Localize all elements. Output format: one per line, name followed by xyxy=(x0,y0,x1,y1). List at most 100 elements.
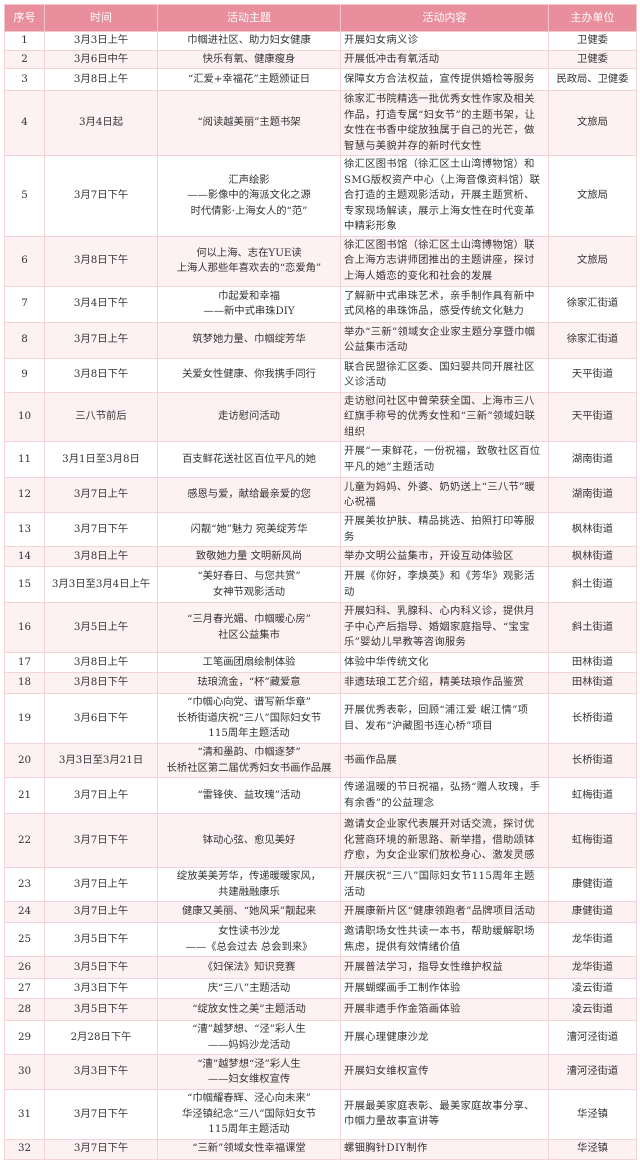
cell-theme: 钵动心弦、愈见美好 xyxy=(157,813,341,868)
table-row: 11 3月1日至3月8日 百支鲜花送社区百位平凡的她 开展“一束鲜花，一份祝福，致敬社… xyxy=(4,441,637,478)
header-content: 活动内容 xyxy=(340,4,549,32)
cell-no: 30 xyxy=(4,1054,45,1090)
activity-table: 序号 时间 活动主题 活动内容 主办单位 1 3月3日上午 巾帼进社区、助力妇女健康… xyxy=(4,4,637,1160)
cell-theme: 走访慰问活动 xyxy=(157,391,341,442)
cell-time: 3月5日下午 xyxy=(44,998,158,1021)
cell-theme: 快乐有氧、健康瘦身 xyxy=(157,49,341,69)
table-row: 5 3月7日下午 汇声绘影 ——影像中的海派文化之源 时代倩影·上海女人的“范” 徐汇… xyxy=(4,155,637,237)
cell-time: 3月7日上午 xyxy=(44,477,158,513)
cell-time: 3月7日下午 xyxy=(44,1089,158,1140)
cell-content: 开展《你好，李焕英》和《芳华》观影活动 xyxy=(340,566,549,603)
cell-theme: 《妇保法》知识竞赛 xyxy=(157,956,341,979)
table-row: 26 3月5日下午 《妇保法》知识竞赛 开展普法学习，指导女性维护权益 龙华街道 xyxy=(4,956,637,979)
cell-theme: 百支鲜花送社区百位平凡的她 xyxy=(157,441,341,478)
header-organizer: 主办单位 xyxy=(548,4,637,32)
cell-content: 开展美妆护肤、精品挑选、拍照打印等服务 xyxy=(340,512,549,547)
cell-time: 3月6日下午 xyxy=(44,693,158,744)
cell-no: 7 xyxy=(4,285,45,323)
cell-no: 25 xyxy=(4,922,45,957)
cell-no: 18 xyxy=(4,672,45,694)
cell-content: 开展低冲击有氧活动 xyxy=(340,49,549,69)
cell-content: 举办“三新”领域女企业家主题分享暨巾帼公益集市活动 xyxy=(340,321,549,359)
cell-time: 3月5日上午 xyxy=(44,602,158,653)
cell-time: 3月4日起 xyxy=(44,90,158,156)
cell-organizer: 虹梅街道 xyxy=(548,813,637,868)
cell-no: 2 xyxy=(4,49,45,69)
cell-time: 3月8日上午 xyxy=(44,68,158,91)
cell-time: 3月3日下午 xyxy=(44,978,158,999)
table-row: 32 3月7日下午 “三新”领域女性幸福课堂 螺钿胸针DIY制作 华泾镇 xyxy=(4,1138,637,1160)
cell-theme: “清和墨韵、巾帼逐梦” 长桥社区第二届优秀妇女书画作品展 xyxy=(157,743,341,778)
table-row: 23 3月7日上午 绽放美美芳华，传递暖暖家风， 共建融融康乐 开展庆祝“三八”国际妇… xyxy=(4,867,637,902)
table-row: 20 3月3日至3月21日 “清和墨韵、巾帼逐梦” 长桥社区第二届优秀妇女书画作品展… xyxy=(4,743,637,778)
cell-no: 16 xyxy=(4,602,45,653)
cell-organizer: 华泾镇 xyxy=(548,1089,637,1140)
table-row: 27 3月3日下午 庆“三八”主题活动 开展蝴蝶画手工制作体验 凌云街道 xyxy=(4,978,637,999)
cell-time: 3月7日上午 xyxy=(44,901,158,923)
cell-content: 徐汇区图书馆（徐汇区土山湾博物馆）联合上海方志讲师团推出的主题讲座，探讨上海人婚… xyxy=(340,235,549,287)
cell-no: 23 xyxy=(4,867,45,902)
cell-theme: “汇爱+幸福花”主题颁证日 xyxy=(157,68,341,91)
cell-no: 27 xyxy=(4,978,45,999)
cell-theme: “绽放女性之美”主题活动 xyxy=(157,998,341,1021)
table-row: 21 3月7日上午 “雷锋侠、益玫瑰”活动 传递温暖的节日祝福，弘扬“赠人玫瑰，手有余… xyxy=(4,777,637,814)
table-row: 22 3月7日下午 钵动心弦、愈见美好 邀请女企业家代表展开对话交流，探讨优化营商环境… xyxy=(4,813,637,868)
table-row: 19 3月6日下午 “巾帼心向党、谱写新华章” 长桥街道庆祝“三八”国际妇女节 11… xyxy=(4,693,637,744)
header-time: 时间 xyxy=(44,4,158,32)
cell-no: 17 xyxy=(4,652,45,673)
cell-organizer: 文旅局 xyxy=(548,235,637,287)
cell-organizer: 文旅局 xyxy=(548,155,637,237)
cell-organizer: 康健街道 xyxy=(548,901,637,923)
table-row: 18 3月8日下午 珐琅流金，“杯”藏爱意 非遗珐琅工艺介绍，精美珐琅作品鉴赏 田林街道 xyxy=(4,672,637,694)
table-row: 7 3月4日下午 巾起爱和幸福 ——新中式串珠DIY 了解新中式串珠艺术，亲手制作具有… xyxy=(4,285,637,323)
cell-content: 联合民盟徐汇区委、国妇婴共同开展社区义诊活动 xyxy=(340,357,549,393)
cell-no: 21 xyxy=(4,777,45,814)
table-row: 30 3月3日下午 “漕”越梦想“泾”彩人生 ——妇女维权宣传 开展妇女维权宣传 漕河泾… xyxy=(4,1054,637,1090)
table-row: 24 3月7日上午 健康又美丽、“她风采”靓起来 开展康新片区“健康领跑者”品牌项目活… xyxy=(4,901,637,923)
cell-theme: 感恩与爱，献给最亲爱的您 xyxy=(157,477,341,513)
cell-organizer: 徐家汇街道 xyxy=(548,285,637,323)
cell-content: 开展心理健康沙龙 xyxy=(340,1020,549,1055)
cell-organizer: 斜土街道 xyxy=(548,602,637,653)
cell-no: 12 xyxy=(4,477,45,513)
cell-organizer: 徐家汇街道 xyxy=(548,321,637,359)
cell-content: 儿童为妈妈、外婆、奶奶送上“三八节”暖心祝福 xyxy=(340,477,549,513)
cell-organizer: 卫健委 xyxy=(548,31,637,51)
cell-theme: 筑梦她力量、巾帼绽芳华 xyxy=(157,321,341,359)
cell-content: 徐家汇书院精选一批优秀女性作家及相关作品，打造专属“妇女节”的主题书架，让女性在… xyxy=(340,90,549,156)
table-row: 1 3月3日上午 巾帼进社区、助力妇女健康 开展妇女病义诊 卫健委 xyxy=(4,31,637,51)
cell-theme: 工笔画团扇绘制体验 xyxy=(157,652,341,673)
cell-no: 29 xyxy=(4,1020,45,1055)
cell-organizer: 枫林街道 xyxy=(548,546,637,567)
cell-no: 15 xyxy=(4,566,45,603)
cell-organizer: 湖南街道 xyxy=(548,441,637,478)
cell-theme: “巾帼心向党、谱写新华章” 长桥街道庆祝“三八”国际妇女节 115周年主题活动 xyxy=(157,693,341,744)
cell-content: 开展非遗手作金箔画体验 xyxy=(340,998,549,1021)
cell-organizer: 卫健委 xyxy=(548,49,637,69)
cell-no: 4 xyxy=(4,90,45,156)
table-row: 10 三八节前后 走访慰问活动 走访慰问社区中曾荣获全国、上海市三八红旗手称号的优秀女… xyxy=(4,391,637,442)
cell-content: 开展蝴蝶画手工制作体验 xyxy=(340,978,549,999)
cell-organizer: 天平街道 xyxy=(548,357,637,393)
cell-content: 开展妇女维权宣传 xyxy=(340,1054,549,1090)
cell-theme: 绽放美美芳华，传递暖暖家风， 共建融融康乐 xyxy=(157,867,341,902)
cell-organizer: 枫林街道 xyxy=(548,512,637,547)
cell-theme: 女性读书沙龙 ——《总会过去 总会到来》 xyxy=(157,922,341,957)
table-body: 1 3月3日上午 巾帼进社区、助力妇女健康 开展妇女病义诊 卫健委 2 3月6日中午 快乐有氧… xyxy=(4,31,637,1160)
cell-organizer: 田林街道 xyxy=(548,672,637,694)
header-no: 序号 xyxy=(4,4,45,32)
cell-time: 3月3日上午 xyxy=(44,31,158,51)
cell-theme: 健康又美丽、“她风采”靓起来 xyxy=(157,901,341,923)
cell-theme: 汇声绘影 ——影像中的海派文化之源 时代倩影·上海女人的“范” xyxy=(157,155,341,237)
cell-no: 6 xyxy=(4,235,45,287)
cell-time: 3月3日至3月21日 xyxy=(44,743,158,778)
cell-organizer: 凌云街道 xyxy=(548,978,637,999)
cell-content: 非遗珐琅工艺介绍，精美珐琅作品鉴赏 xyxy=(340,672,549,694)
cell-no: 28 xyxy=(4,998,45,1021)
cell-time: 三八节前后 xyxy=(44,391,158,442)
cell-theme: “三月春光媚、巾帼暖心房” 社区公益集市 xyxy=(157,602,341,653)
table-row: 15 3月3日至3月4日上午 “美好春日、与您共赏” 女神节观影活动 开展《你好，李焕… xyxy=(4,566,637,603)
cell-content: 开展庆祝“三八”国际妇女节115周年主题活动 xyxy=(340,867,549,902)
table-row: 28 3月5日下午 “绽放女性之美”主题活动 开展非遗手作金箔画体验 凌云街道 xyxy=(4,998,637,1021)
cell-organizer: 康健街道 xyxy=(548,867,637,902)
